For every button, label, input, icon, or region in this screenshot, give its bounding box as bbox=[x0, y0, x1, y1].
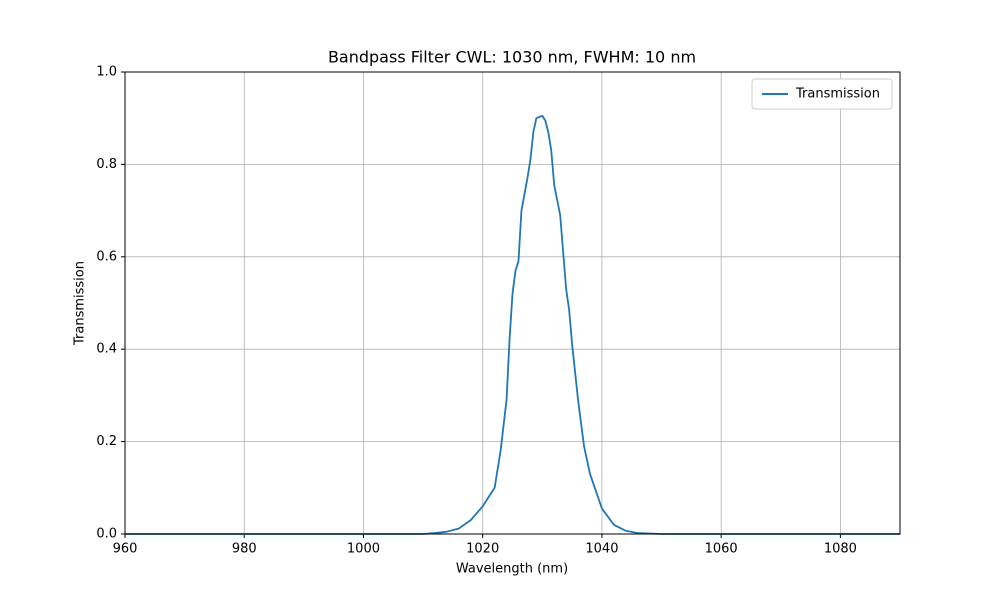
x-tick-label: 960 bbox=[113, 542, 138, 557]
x-tick-label: 980 bbox=[232, 542, 257, 557]
y-tick-label: 0.8 bbox=[96, 157, 117, 172]
data-line bbox=[125, 114, 900, 535]
x-axis-label: Wavelength (nm) bbox=[456, 562, 568, 577]
legend-box bbox=[751, 78, 893, 110]
plot-frame bbox=[124, 71, 901, 535]
x-tick-label: 1080 bbox=[824, 542, 857, 557]
y-tick-label: 1.0 bbox=[96, 65, 117, 80]
x-tick-label: 1020 bbox=[466, 542, 499, 557]
y-tick-label: 0.6 bbox=[96, 249, 117, 264]
x-tick-label: 1060 bbox=[705, 542, 738, 557]
x-tick-label: 1040 bbox=[585, 542, 618, 557]
y-tick-label: 0.4 bbox=[96, 342, 117, 357]
chart-title: Bandpass Filter CWL: 1030 nm, FWHM: 10 n… bbox=[328, 48, 696, 67]
y-tick-label: 0.2 bbox=[96, 434, 117, 449]
y-axis-label: Transmission bbox=[73, 261, 88, 346]
y-tick-label: 0.0 bbox=[96, 527, 117, 542]
legend-label: Transmission bbox=[795, 87, 880, 102]
x-tick-label: 1000 bbox=[347, 542, 380, 557]
